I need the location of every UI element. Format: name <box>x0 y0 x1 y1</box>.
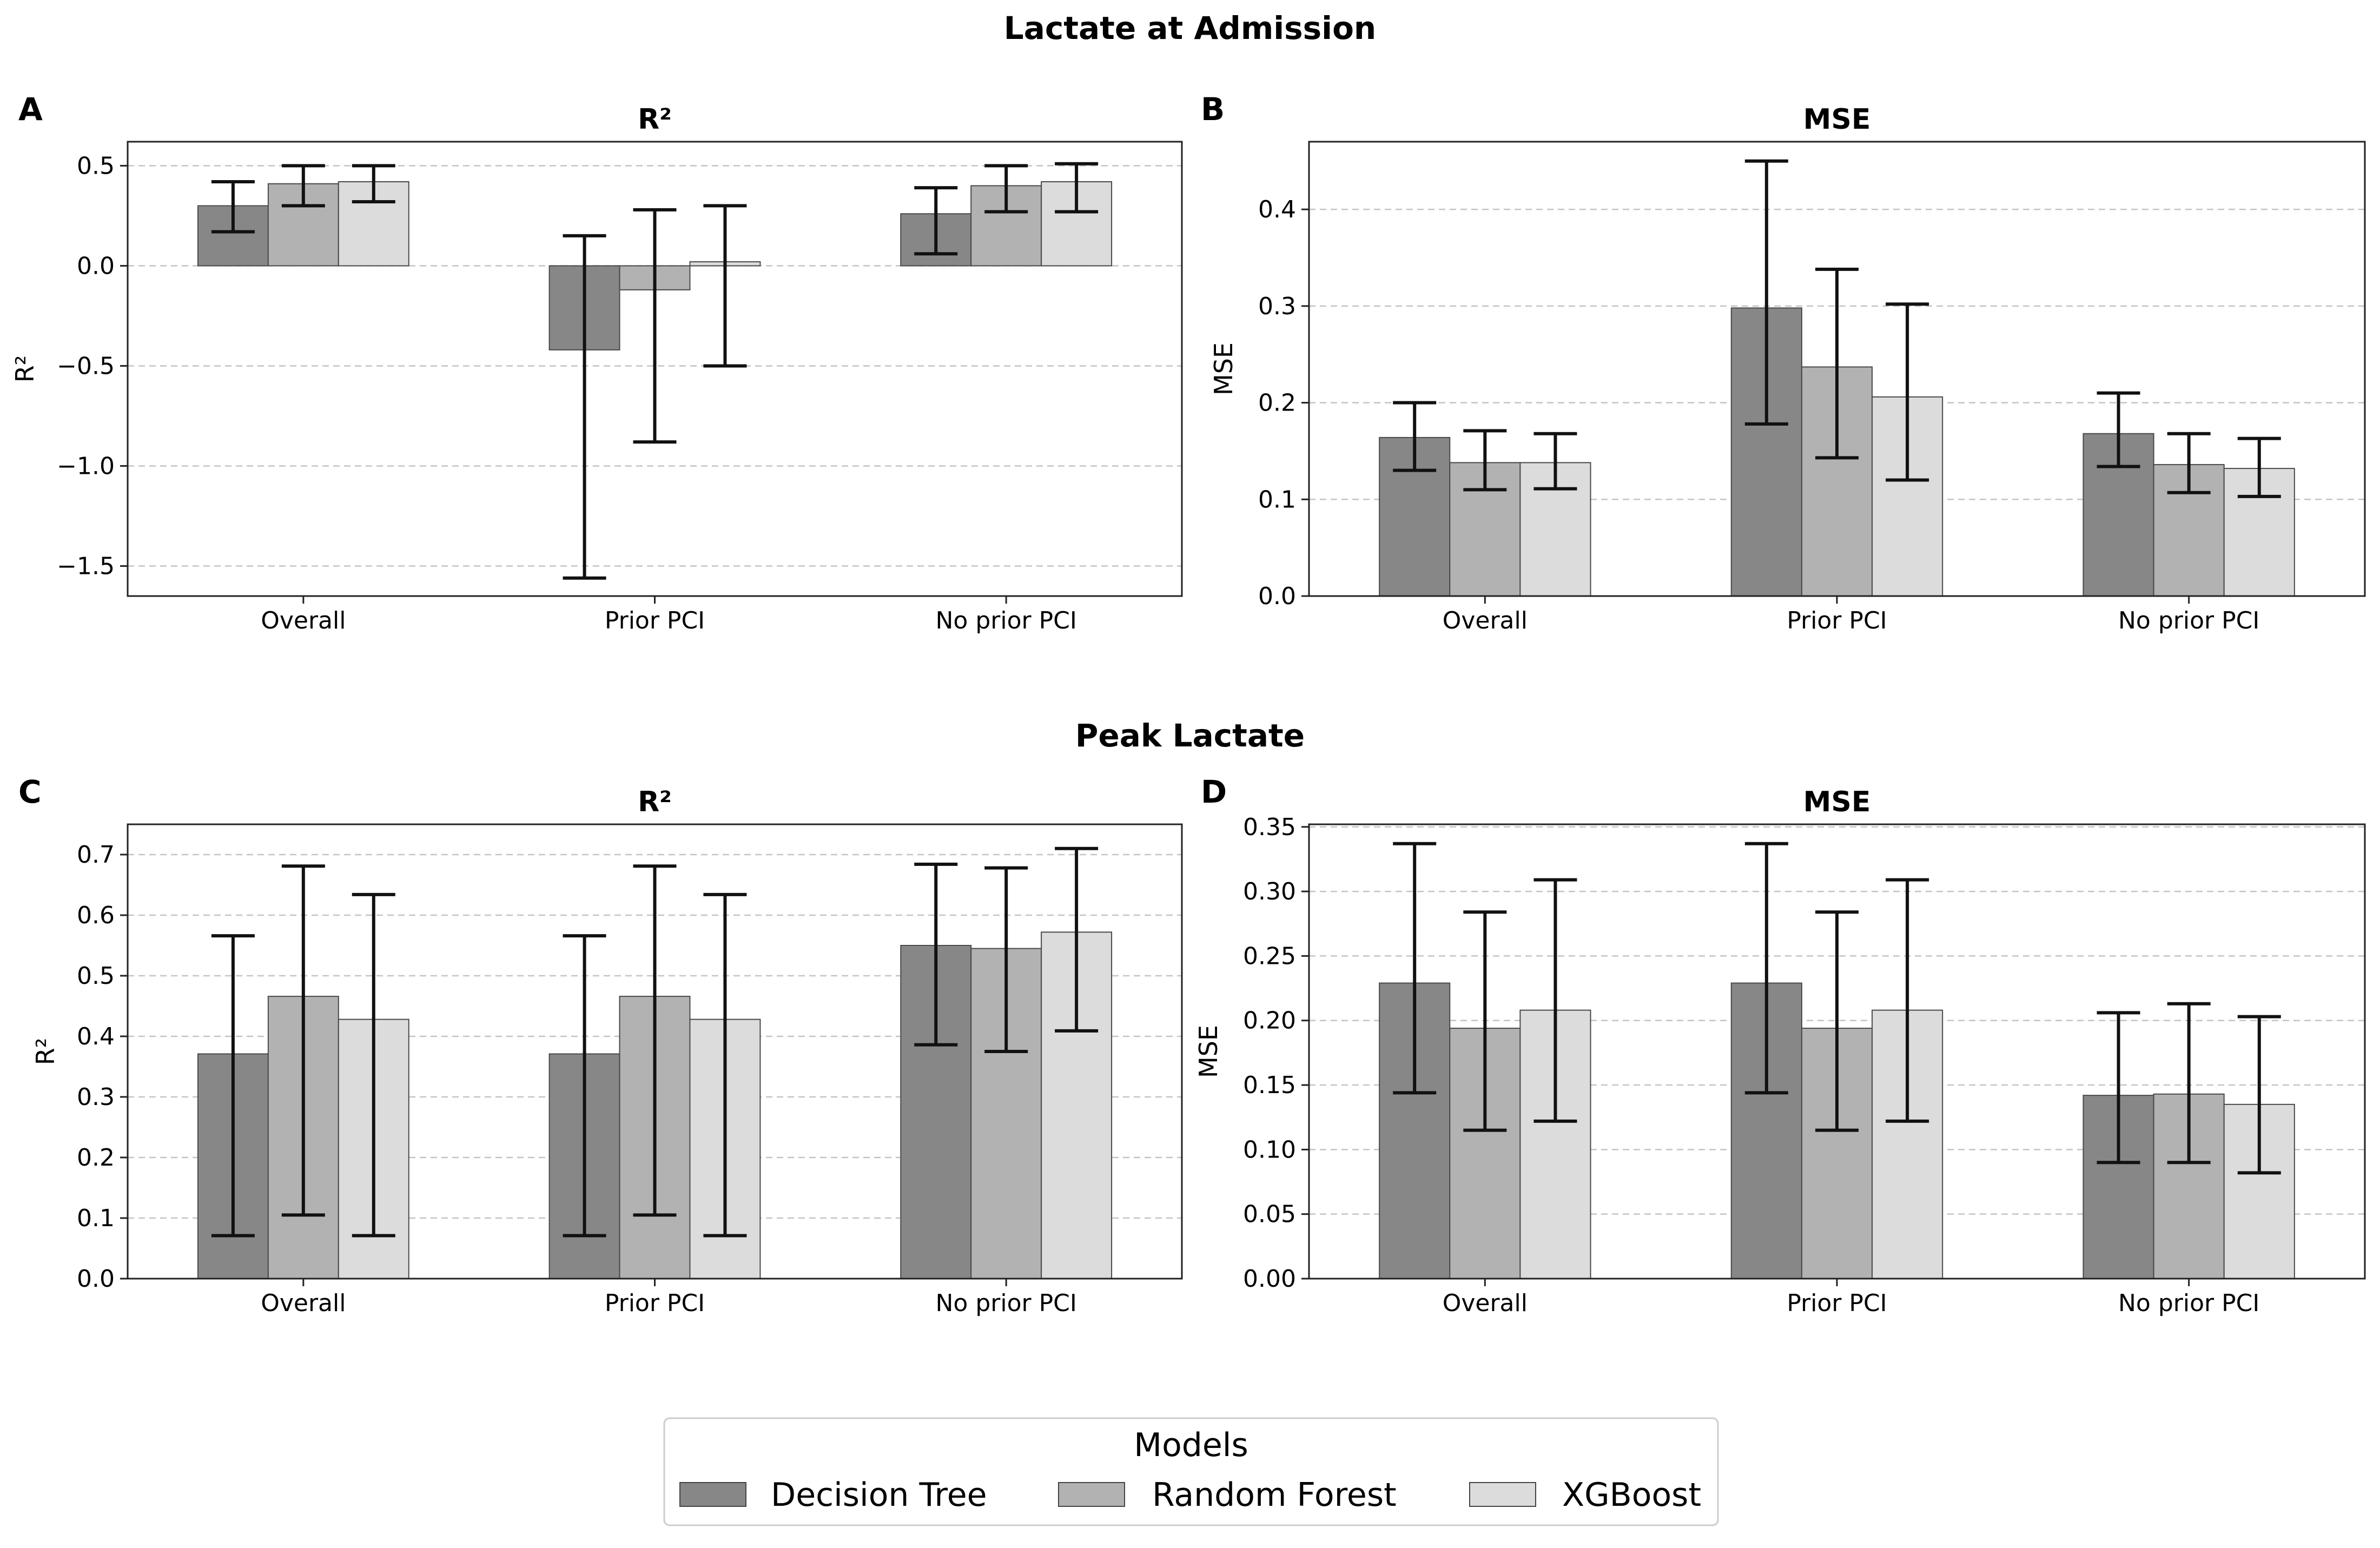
panel-d: 0.00 0.05 0.10 0.15 0.20 0.25 0.30 0.35 Overall P… <box>1194 773 2366 1317</box>
panel-letter-b: B <box>1201 91 1225 128</box>
panel-title-b: MSE <box>1803 103 1871 136</box>
xtick-label-a-prior-pci: Prior PCI <box>605 607 705 634</box>
legend: Models Decision Tree Random Forest XGBoo… <box>663 1417 1719 1526</box>
panel-letter-d: D <box>1201 773 1227 810</box>
ylabel-d: MSE <box>1194 1025 1223 1078</box>
xtick-label-d-no-prior-pci: No prior PCI <box>2118 1289 2259 1317</box>
panel-b: 0.0 0.1 0.2 0.3 0.4 Overall Prior PCI No prior … <box>1201 91 2366 634</box>
ytick-label-d-4: 0.20 <box>1243 1007 1296 1035</box>
legend-frame <box>663 1417 1719 1526</box>
panels: 0.5 0.0 −0.5 −1.0 −1.5 Overall Prior PCI No pri… <box>10 91 2366 1317</box>
xtick-label-c-no-prior-pci: No prior PCI <box>936 1289 1077 1317</box>
ytick-label-c-5: 0.5 <box>77 962 115 990</box>
ytick-label-d-7: 0.35 <box>1243 813 1296 841</box>
panel-title-a: R² <box>638 103 672 136</box>
legend-label-random-forest: Random Forest <box>1152 1476 1397 1514</box>
ytick-label-c-3: 0.3 <box>77 1083 115 1111</box>
xtick-label-b-overall: Overall <box>1443 607 1528 634</box>
ytick-label-a-0: 0.5 <box>77 152 115 180</box>
ylabel-b: MSE <box>1209 342 1238 395</box>
ytick-label-c-1: 0.1 <box>77 1205 115 1232</box>
xtick-label-c-overall: Overall <box>261 1289 346 1317</box>
ytick-label-c-6: 0.6 <box>77 902 115 929</box>
ylabel-c: R² <box>31 1038 60 1065</box>
ytick-label-d-5: 0.25 <box>1243 942 1296 970</box>
panel-c: 0.0 0.1 0.2 0.3 0.4 0.5 0.6 0.7 Overall Prior PCI… <box>18 773 1183 1317</box>
ytick-label-c-2: 0.2 <box>77 1144 115 1172</box>
xtick-label-c-prior-pci: Prior PCI <box>605 1289 705 1317</box>
ytick-label-d-0: 0.00 <box>1243 1265 1296 1293</box>
section-title-top: Lactate at Admission <box>1004 10 1376 47</box>
ytick-label-c-7: 0.7 <box>77 841 115 869</box>
xtick-label-a-overall: Overall <box>261 607 346 634</box>
legend-title: Models <box>1134 1426 1248 1464</box>
ytick-label-a-2: −0.5 <box>57 352 115 380</box>
xtick-label-a-no-prior-pci: No prior PCI <box>936 607 1077 634</box>
xtick-label-d-overall: Overall <box>1443 1289 1528 1317</box>
ytick-label-d-2: 0.10 <box>1243 1136 1296 1163</box>
ytick-label-d-6: 0.30 <box>1243 878 1296 905</box>
ytick-label-b-1: 0.1 <box>1258 486 1296 513</box>
ytick-label-b-4: 0.4 <box>1258 196 1296 223</box>
ytick-label-d-1: 0.05 <box>1243 1201 1296 1228</box>
ytick-label-a-4: −1.5 <box>57 552 115 580</box>
legend-label-decision-tree: Decision Tree <box>771 1476 987 1514</box>
legend-label-xgboost: XGBoost <box>1562 1476 1701 1514</box>
ytick-label-b-3: 0.3 <box>1258 293 1296 320</box>
legend-swatch-xgboost <box>1469 1482 1536 1507</box>
ytick-label-c-4: 0.4 <box>77 1023 115 1050</box>
ytick-label-a-3: −1.0 <box>57 452 115 480</box>
ytick-label-b-2: 0.2 <box>1258 389 1296 417</box>
section-title-bottom: Peak Lactate <box>1075 717 1305 754</box>
legend-swatch-random-forest <box>1058 1482 1125 1507</box>
panel-title-c: R² <box>638 786 672 818</box>
ytick-label-c-0: 0.0 <box>77 1265 115 1293</box>
panel-letter-a: A <box>18 91 43 128</box>
legend-swatch-decision-tree <box>679 1482 746 1507</box>
ylabel-a: R² <box>10 355 39 382</box>
panel-title-d: MSE <box>1803 786 1871 818</box>
panel-a: 0.5 0.0 −0.5 −1.0 −1.5 Overall Prior PCI No pri… <box>10 91 1183 634</box>
ytick-label-d-3: 0.15 <box>1243 1071 1296 1099</box>
panel-letter-c: C <box>18 773 42 810</box>
ytick-label-b-0: 0.0 <box>1258 583 1296 610</box>
xtick-label-b-no-prior-pci: No prior PCI <box>2118 607 2259 634</box>
xtick-label-b-prior-pci: Prior PCI <box>1787 607 1887 634</box>
xtick-label-d-prior-pci: Prior PCI <box>1787 1289 1887 1317</box>
ytick-label-a-1: 0.0 <box>77 252 115 280</box>
